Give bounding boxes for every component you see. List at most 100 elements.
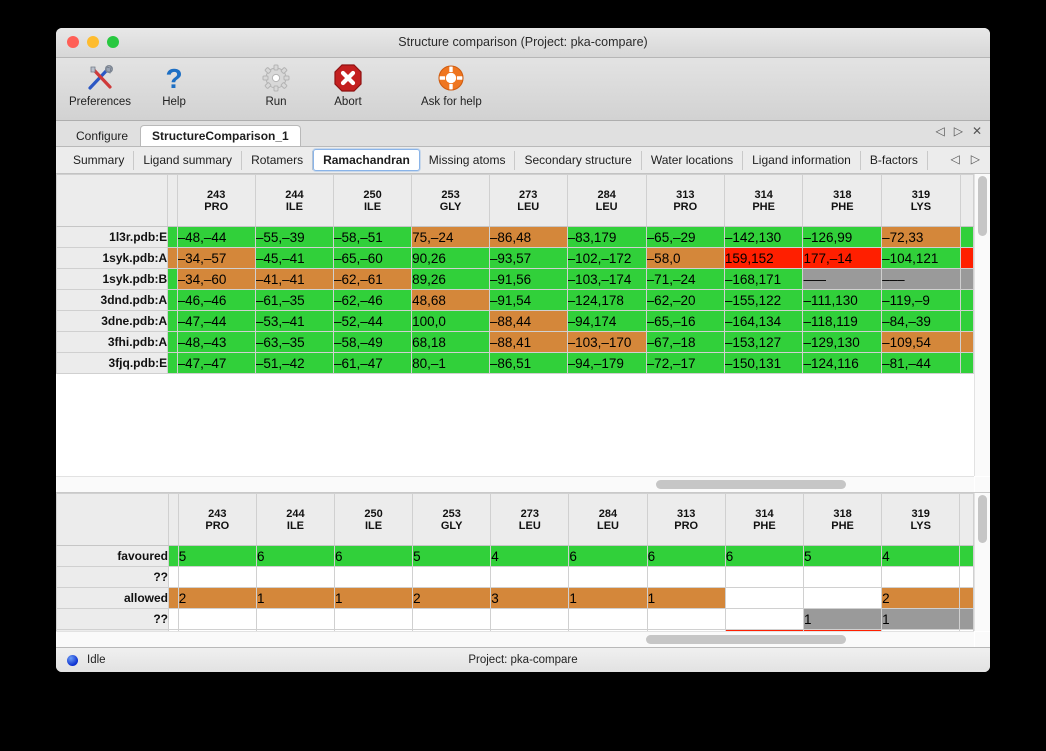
- data-cell[interactable]: 6: [568, 545, 648, 567]
- data-cell[interactable]: –91,54: [488, 289, 568, 311]
- data-cell[interactable]: [802, 566, 883, 588]
- data-cell-partial[interactable]: [959, 545, 974, 567]
- data-cell[interactable]: 4: [881, 545, 961, 567]
- data-cell[interactable]: –88,41: [488, 331, 568, 353]
- data-cell[interactable]: [724, 608, 804, 630]
- data-cell[interactable]: –86,48: [488, 226, 568, 248]
- data-cell[interactable]: –41,–41: [254, 268, 334, 290]
- table-row[interactable]: ?? 1 1: [56, 608, 974, 630]
- data-cell[interactable]: 1: [646, 587, 726, 609]
- next-subtab-icon[interactable]: ▷: [970, 152, 980, 166]
- data-cell[interactable]: [412, 608, 492, 630]
- data-cell[interactable]: –164,134: [723, 310, 804, 332]
- data-cell[interactable]: –65,–29: [645, 226, 725, 248]
- prev-subtab-icon[interactable]: ◁: [950, 152, 960, 166]
- data-cell[interactable]: –84,–39: [881, 310, 961, 332]
- column-header-250[interactable]: 250 ILE: [333, 493, 414, 546]
- data-cell[interactable]: 48,68: [411, 289, 490, 311]
- data-cell[interactable]: [646, 566, 726, 588]
- data-cell[interactable]: –83,179: [566, 226, 647, 248]
- data-cell[interactable]: –94,174: [566, 310, 647, 332]
- data-cell[interactable]: –88,44: [488, 310, 568, 332]
- data-cell[interactable]: –55,–39: [254, 226, 334, 248]
- data-cell[interactable]: –51,–42: [254, 352, 334, 374]
- tab-ligand-summary[interactable]: Ligand summary: [134, 150, 243, 170]
- data-cell[interactable]: –103,–170: [566, 331, 647, 353]
- data-cell[interactable]: –61,–35: [254, 289, 334, 311]
- table-row[interactable]: 1l3r.pdb:E –48,–44 –55,–39 –58,–51 75,–24 –86…: [56, 226, 974, 248]
- data-cell[interactable]: –52,–44: [332, 310, 413, 332]
- data-cell[interactable]: [490, 566, 570, 588]
- tab-rotamers[interactable]: Rotamers: [242, 150, 314, 170]
- data-cell[interactable]: –65,–60: [332, 247, 413, 269]
- close-button[interactable]: [67, 36, 79, 48]
- column-header-253[interactable]: 253 GLY: [411, 174, 490, 227]
- data-cell[interactable]: –62,–20: [645, 289, 725, 311]
- data-cell[interactable]: [568, 608, 648, 630]
- table-row[interactable]: 1syk.pdb:A –34,–57 –45,–41 –65,–60 90,26 –93,…: [56, 247, 974, 269]
- data-cell[interactable]: –34,–57: [176, 247, 256, 269]
- data-cell[interactable]: [646, 608, 726, 630]
- data-cell[interactable]: –72,–17: [645, 352, 725, 374]
- tab-ligand-information[interactable]: Ligand information: [743, 150, 861, 170]
- data-cell[interactable]: [802, 587, 883, 609]
- column-header-318[interactable]: 318 PHE: [802, 493, 883, 546]
- data-cell[interactable]: –72,33: [881, 226, 961, 248]
- data-cell[interactable]: –62,–61: [332, 268, 413, 290]
- data-cell[interactable]: –111,130: [802, 289, 883, 311]
- data-cell[interactable]: [177, 629, 257, 631]
- data-cell[interactable]: –102,–172: [566, 247, 647, 269]
- table-row[interactable]: ??: [56, 566, 974, 588]
- data-cell[interactable]: –46,–46: [176, 289, 256, 311]
- column-header-313[interactable]: 313 PRO: [645, 174, 725, 227]
- data-cell[interactable]: –142,130: [723, 226, 804, 248]
- data-cell[interactable]: –119,–9: [881, 289, 961, 311]
- tab-water-locations[interactable]: Water locations: [642, 150, 744, 170]
- data-cell[interactable]: –58,–51: [332, 226, 413, 248]
- data-cell[interactable]: [255, 566, 336, 588]
- data-cell[interactable]: [177, 608, 257, 630]
- data-cell[interactable]: 100,0: [411, 310, 490, 332]
- data-cell[interactable]: –129,130: [802, 331, 883, 353]
- angles-vscroll-thumb[interactable]: [978, 176, 987, 236]
- data-cell[interactable]: –47,–47: [176, 352, 256, 374]
- help-button[interactable]: ? Help: [138, 58, 210, 108]
- data-cell-partial[interactable]: [959, 310, 974, 332]
- table-row[interactable]: favoured 5 6 6 5 4 6 6 6 5 4: [56, 545, 974, 567]
- data-cell[interactable]: 1: [568, 587, 648, 609]
- preferences-button[interactable]: Preferences: [62, 58, 138, 108]
- data-cell[interactable]: –109,54: [881, 331, 961, 353]
- table-row[interactable]: 1syk.pdb:B –34,–60 –41,–41 –62,–61 89,26 –91,…: [56, 268, 974, 290]
- data-cell[interactable]: [490, 608, 570, 630]
- data-cell[interactable]: 6: [724, 545, 804, 567]
- data-cell[interactable]: –168,171: [723, 268, 804, 290]
- column-header-284[interactable]: 284 LEU: [566, 174, 647, 227]
- ask-for-help-button[interactable]: Ask for help: [414, 58, 489, 108]
- data-cell[interactable]: [333, 566, 414, 588]
- tab-configure[interactable]: Configure: [76, 129, 129, 143]
- data-cell[interactable]: 6: [333, 545, 414, 567]
- table-row[interactable]: allowed 2 1 1 2 3 1 1 2: [56, 587, 974, 609]
- data-cell[interactable]: [724, 566, 804, 588]
- data-cell-partial[interactable]: [959, 629, 974, 631]
- data-cell[interactable]: [881, 566, 961, 588]
- data-cell[interactable]: 1: [881, 608, 961, 630]
- data-cell[interactable]: 6: [255, 545, 336, 567]
- column-header-243[interactable]: 243 PRO: [176, 174, 256, 227]
- data-cell[interactable]: 75,–24: [411, 226, 490, 248]
- data-cell[interactable]: –63,–35: [254, 331, 334, 353]
- data-cell[interactable]: –45,–41: [254, 247, 334, 269]
- data-cell[interactable]: [177, 566, 257, 588]
- data-cell[interactable]: –126,99: [802, 226, 883, 248]
- tab-b-factors[interactable]: B-factors: [861, 150, 928, 170]
- zoom-button[interactable]: [107, 36, 119, 48]
- next-tab-icon[interactable]: ▷: [953, 124, 963, 138]
- column-header-314[interactable]: 314 PHE: [724, 493, 804, 546]
- data-cell-partial[interactable]: [959, 331, 974, 353]
- column-header-partial[interactable]: [959, 174, 974, 227]
- data-cell[interactable]: –86,51: [488, 352, 568, 374]
- table-row[interactable]: 3fjq.pdb:E –47,–47 –51,–42 –61,–47 80,–1 –86,…: [56, 352, 974, 374]
- column-header-243[interactable]: 243 PRO: [177, 493, 257, 546]
- data-cell[interactable]: –61,–47: [332, 352, 413, 374]
- tab-ramachandran[interactable]: Ramachandran: [313, 149, 420, 171]
